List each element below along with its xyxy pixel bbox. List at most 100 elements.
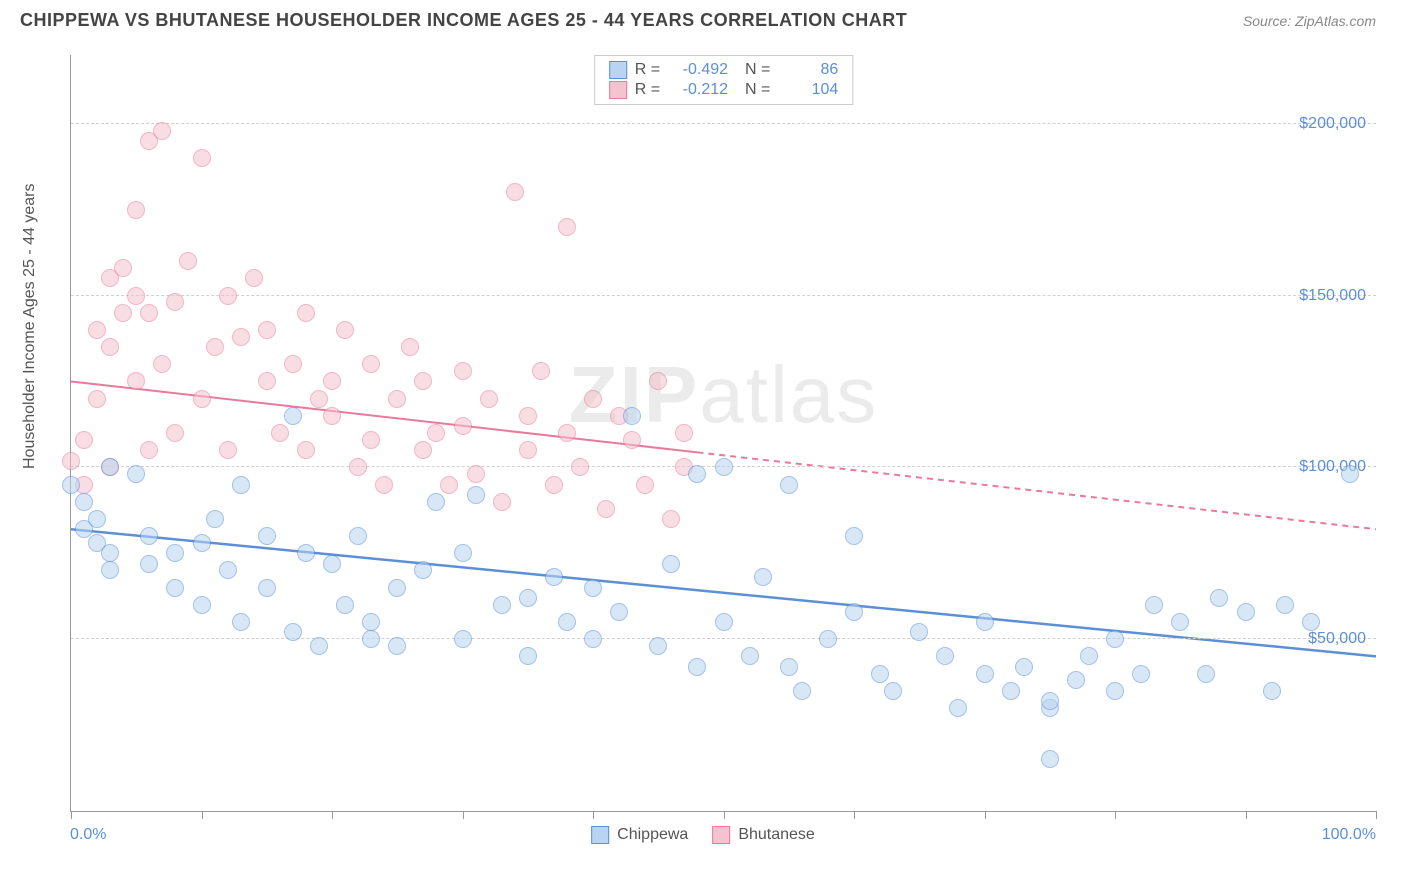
r-label: R = [635, 61, 660, 79]
scatter-point [597, 500, 615, 518]
scatter-point [140, 555, 158, 573]
x-tick [985, 811, 986, 819]
scatter-point [127, 372, 145, 390]
scatter-point [493, 493, 511, 511]
scatter-point [715, 613, 733, 631]
x-tick [71, 811, 72, 819]
scatter-point [166, 424, 184, 442]
scatter-point [219, 561, 237, 579]
x-tick [724, 811, 725, 819]
scatter-point [976, 613, 994, 631]
x-axis-max-label: 100.0% [1322, 826, 1376, 844]
scatter-point [258, 527, 276, 545]
scatter-point [75, 493, 93, 511]
scatter-point [271, 424, 289, 442]
scatter-point [166, 544, 184, 562]
scatter-point [884, 682, 902, 700]
scatter-point [232, 476, 250, 494]
scatter-point [284, 355, 302, 373]
scatter-point [362, 630, 380, 648]
legend-label: Chippewa [617, 826, 688, 844]
scatter-point [401, 338, 419, 356]
scatter-point [427, 493, 445, 511]
scatter-point [88, 510, 106, 528]
legend-item: Bhutanese [712, 826, 815, 844]
legend-swatch [712, 826, 730, 844]
scatter-point [976, 665, 994, 683]
n-value: 86 [778, 61, 838, 79]
scatter-point [519, 441, 537, 459]
scatter-point [584, 579, 602, 597]
scatter-point [793, 682, 811, 700]
scatter-point [715, 458, 733, 476]
scatter-point [114, 259, 132, 277]
scatter-point [1341, 465, 1359, 483]
x-tick [854, 811, 855, 819]
scatter-point [75, 431, 93, 449]
scatter-point [454, 362, 472, 380]
scatter-point [166, 293, 184, 311]
scatter-point [232, 328, 250, 346]
scatter-point [571, 458, 589, 476]
y-tick-label: $150,000 [1299, 287, 1366, 305]
x-axis-min-label: 0.0% [70, 826, 106, 844]
scatter-point [741, 647, 759, 665]
scatter-point [101, 561, 119, 579]
correlation-stats-box: R =-0.492 N =86R =-0.212 N =104 [594, 55, 854, 105]
scatter-point [297, 304, 315, 322]
scatter-point [193, 596, 211, 614]
scatter-point [310, 390, 328, 408]
scatter-point [440, 476, 458, 494]
scatter-point [193, 534, 211, 552]
scatter-point [193, 390, 211, 408]
n-label: N = [736, 61, 770, 79]
scatter-point [414, 561, 432, 579]
scatter-point [153, 355, 171, 373]
scatter-point [545, 568, 563, 586]
scatter-point [1002, 682, 1020, 700]
scatter-point [206, 510, 224, 528]
scatter-point [62, 452, 80, 470]
scatter-point [662, 510, 680, 528]
scatter-point [1106, 630, 1124, 648]
scatter-point [688, 465, 706, 483]
scatter-point [140, 527, 158, 545]
scatter-point [910, 623, 928, 641]
scatter-point [1080, 647, 1098, 665]
scatter-point [519, 647, 537, 665]
scatter-point [140, 304, 158, 322]
scatter-point [1041, 750, 1059, 768]
chart-container: Householder Income Ages 25 - 44 years ZI… [20, 45, 1386, 872]
scatter-point [297, 544, 315, 562]
scatter-point [179, 252, 197, 270]
scatter-point [623, 431, 641, 449]
r-value: -0.212 [668, 81, 728, 99]
y-tick-label: $50,000 [1308, 630, 1366, 648]
scatter-point [649, 637, 667, 655]
watermark-light: atlas [699, 350, 878, 439]
scatter-point [1302, 613, 1320, 631]
scatter-point [245, 269, 263, 287]
r-value: -0.492 [668, 61, 728, 79]
scatter-point [297, 441, 315, 459]
scatter-point [467, 486, 485, 504]
series-swatch [609, 61, 627, 79]
scatter-point [636, 476, 654, 494]
scatter-point [193, 149, 211, 167]
scatter-point [284, 407, 302, 425]
scatter-point [310, 637, 328, 655]
scatter-point [101, 338, 119, 356]
scatter-point [1210, 589, 1228, 607]
scatter-point [1197, 665, 1215, 683]
watermark: ZIPatlas [569, 349, 878, 441]
scatter-point [558, 613, 576, 631]
scatter-point [127, 201, 145, 219]
scatter-point [662, 555, 680, 573]
scatter-point [1015, 658, 1033, 676]
n-value: 104 [778, 81, 838, 99]
scatter-point [845, 527, 863, 545]
scatter-point [153, 122, 171, 140]
scatter-point [623, 407, 641, 425]
scatter-point [219, 287, 237, 305]
x-tick [463, 811, 464, 819]
